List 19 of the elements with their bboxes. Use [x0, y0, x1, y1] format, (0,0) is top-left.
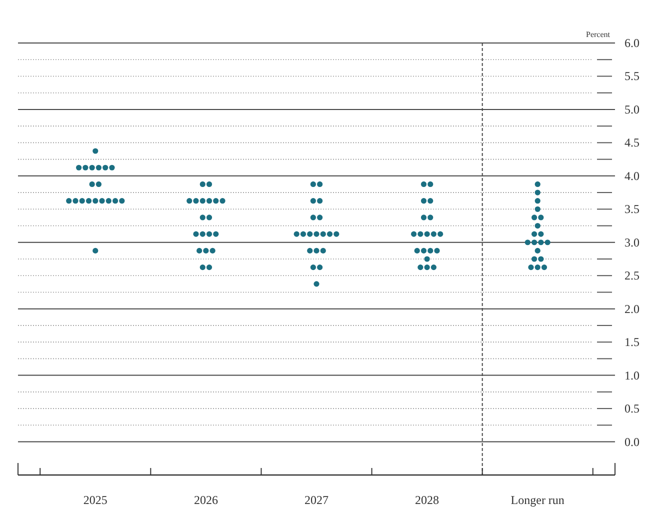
y-axis-title: Percent: [586, 30, 611, 39]
y-tick-label: 0.0: [624, 434, 640, 449]
y-tick-label: 6.0: [624, 36, 640, 50]
y-tick-label: 2.0: [624, 302, 640, 316]
y-tick-label: 3.5: [624, 202, 640, 216]
y-tick-label: 4.0: [624, 168, 640, 183]
x-tick-label: 2025: [83, 493, 108, 507]
y-tick-label: 4.5: [624, 136, 640, 150]
x-tick-label: 2027: [304, 493, 328, 507]
x-tick-label: 2028: [415, 493, 440, 507]
y-tick-label: 3.0: [624, 235, 640, 250]
x-tick-label: Longer run: [510, 493, 564, 507]
x-tick-label: 2026: [194, 493, 218, 507]
y-tick-label: 5.0: [624, 102, 640, 116]
y-tick-label: 0.5: [624, 402, 640, 416]
y-tick-label: 1.5: [624, 335, 640, 350]
y-tick-label: 1.0: [624, 368, 640, 382]
y-tick-label: 5.5: [624, 69, 640, 84]
y-tick-label: 2.5: [624, 268, 640, 283]
